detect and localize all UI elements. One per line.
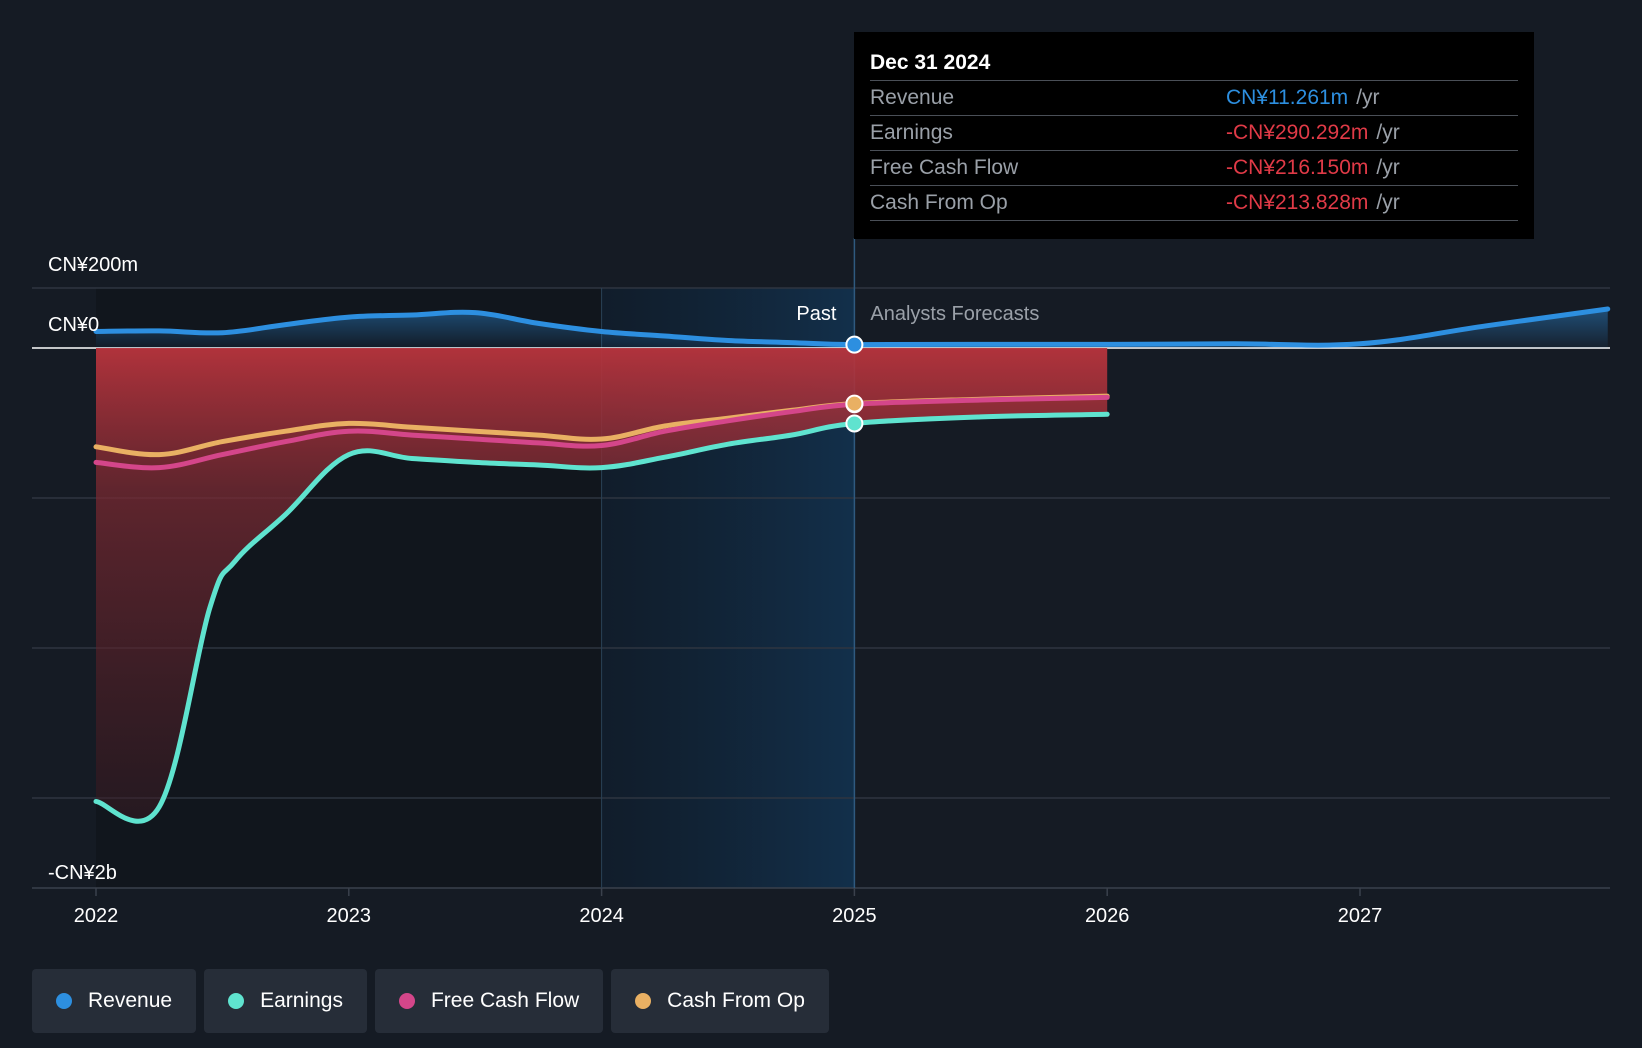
tooltip-row-revenue: Revenue CN¥11.261m /yr [870, 81, 1518, 116]
past-label: Past [796, 303, 836, 325]
tooltip-date: Dec 31 2024 [870, 46, 1518, 81]
tooltip-unit: /yr [1376, 121, 1400, 144]
tooltip-label: Free Cash Flow [870, 156, 1019, 179]
tooltip-label: Earnings [870, 121, 953, 144]
legend-item-revenue[interactable]: Revenue [32, 969, 197, 1033]
marker-revenue [845, 335, 864, 354]
tooltip-label: Cash From Op [870, 191, 1008, 214]
marker-cash-from-op [845, 394, 864, 413]
tooltip-value: CN¥11.261m [1226, 86, 1349, 109]
tooltip-label: Revenue [870, 86, 955, 109]
legend-item-free-cash-flow[interactable]: Free Cash Flow [374, 969, 604, 1033]
earnings-area [96, 348, 1108, 822]
marker-earnings [845, 414, 864, 433]
revenue-area [96, 309, 1608, 348]
series-line-revenue [93, 306, 1611, 348]
series-line-free-cash-flow [93, 394, 1110, 471]
legend-dot-icon [635, 993, 652, 1009]
tooltip-unit: /yr [1356, 86, 1380, 109]
legend-label: Free Cash Flow [430, 989, 580, 1012]
tooltip-value: -CN¥290.292m [1226, 121, 1369, 144]
legend-dot-icon [398, 993, 415, 1009]
x-tick-label: 2026 [1085, 905, 1130, 927]
y-axis-label: CN¥0 [48, 314, 99, 336]
tooltip-row-cash-from-op: Cash From Op -CN¥213.828m /yr [870, 186, 1518, 221]
legend: Revenue Earnings Free Cash Flow Cash Fro… [32, 969, 829, 1033]
tooltip-unit: /yr [1376, 156, 1400, 179]
tooltip-row-earnings: Earnings -CN¥290.292m /yr [870, 116, 1518, 151]
x-tick-label: 2027 [1338, 905, 1383, 927]
legend-label: Earnings [260, 989, 343, 1012]
legend-item-cash-from-op[interactable]: Cash From Op [611, 969, 829, 1033]
legend-dot-icon [56, 993, 72, 1009]
tooltip-value: -CN¥213.828m [1226, 191, 1369, 214]
tooltip-unit: /yr [1376, 191, 1400, 214]
forecast-label: Analysts Forecasts [870, 303, 1039, 325]
legend-dot-icon [228, 993, 245, 1009]
x-tick-label: 2023 [327, 905, 372, 927]
tooltip-row-free-cash-flow: Free Cash Flow -CN¥216.150m /yr [870, 151, 1518, 186]
legend-label: Revenue [88, 989, 173, 1012]
x-tick-label: 2025 [832, 905, 877, 927]
legend-label: Cash From Op [667, 989, 805, 1012]
legend-item-earnings[interactable]: Earnings [204, 969, 367, 1033]
y-axis-label: -CN¥2b [48, 862, 117, 884]
tooltip: Dec 31 2024 Revenue CN¥11.261m /yr Earni… [854, 32, 1534, 239]
tooltip-value: -CN¥216.150m [1226, 156, 1369, 179]
x-tick-label: 2024 [579, 905, 624, 927]
x-tick-label: 2022 [74, 905, 119, 927]
y-axis-label: CN¥200m [48, 254, 138, 276]
